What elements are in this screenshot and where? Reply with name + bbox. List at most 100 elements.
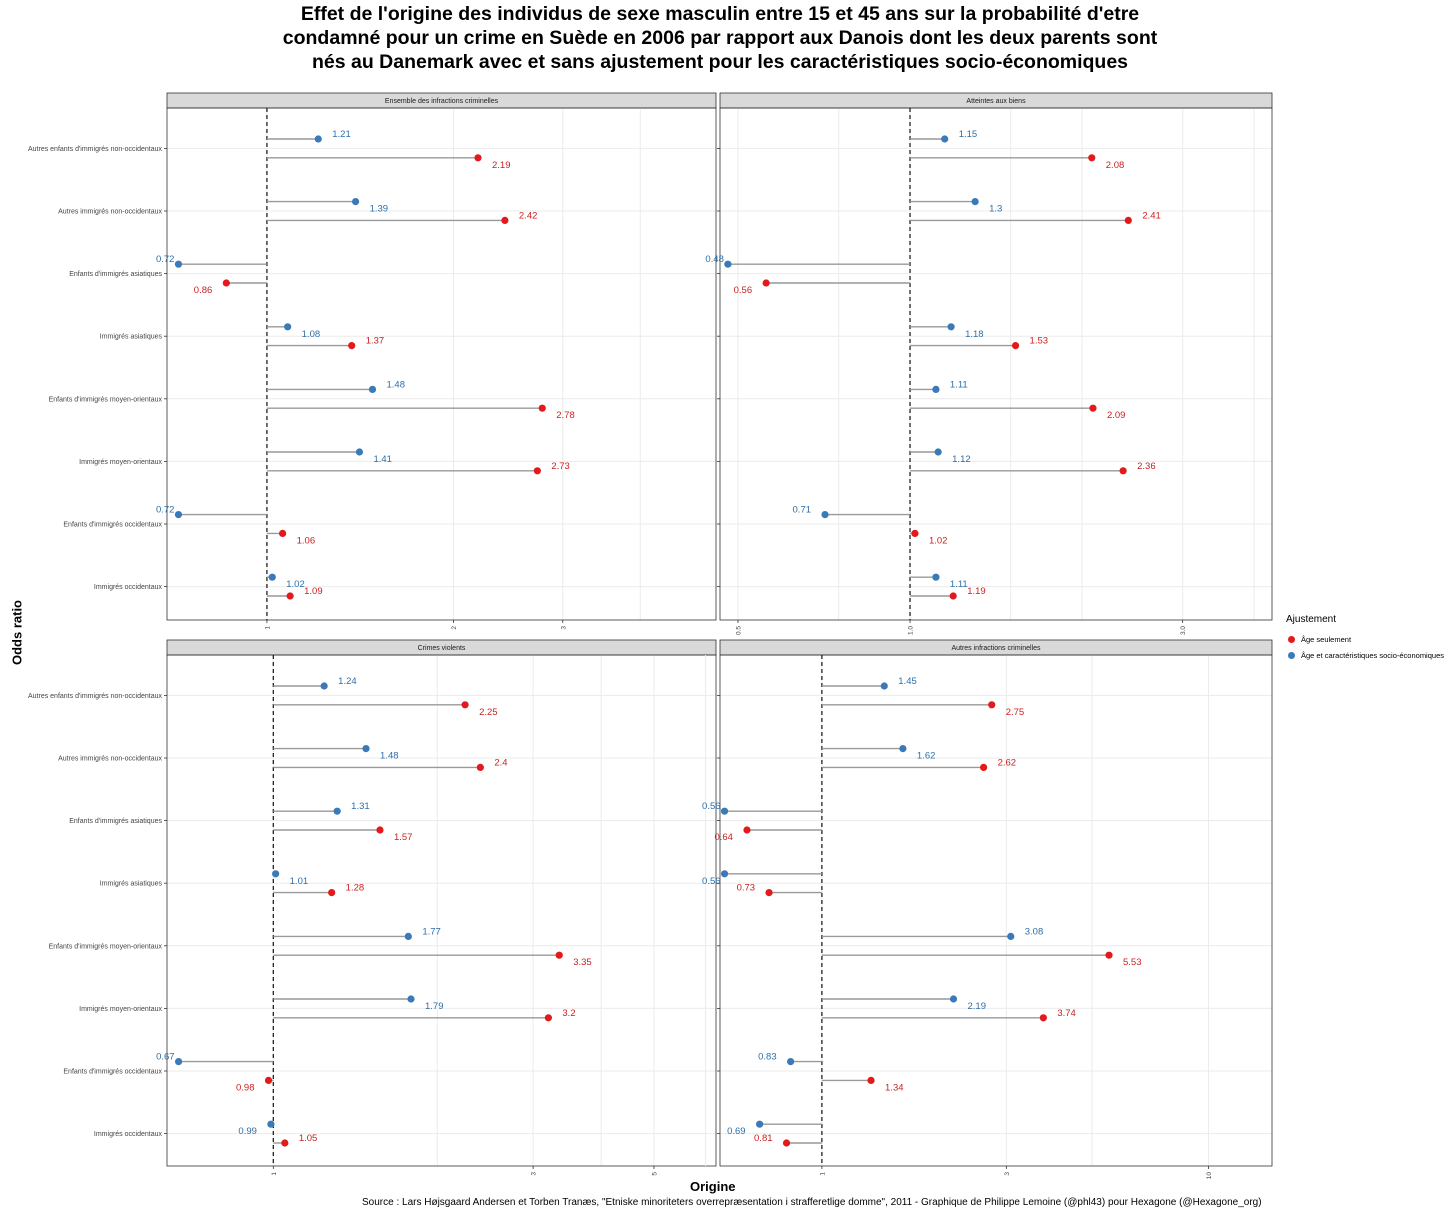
point-age — [474, 154, 482, 162]
point-age — [264, 1076, 273, 1084]
point-age — [980, 763, 988, 772]
data-label-socio: 1.18 — [965, 329, 984, 340]
point-age — [376, 826, 384, 834]
x-tick-label: 3.0 — [1180, 626, 1187, 635]
data-label-age: 2.09 — [1107, 410, 1126, 421]
y-axis-title: Odds ratio — [9, 600, 25, 666]
category-label: Enfants d'immigrés moyen-orientaux — [49, 396, 163, 403]
legend-item-age: Âge seulement — [1286, 631, 1444, 647]
point-age — [476, 763, 484, 772]
point-socio — [284, 323, 292, 331]
x-tick-label: 1 — [271, 1172, 278, 1176]
point-socio — [971, 198, 979, 206]
point-age — [544, 1014, 552, 1022]
data-label-socio: 0.56 — [702, 801, 721, 812]
point-socio — [267, 1120, 275, 1128]
point-age — [1011, 342, 1020, 350]
panel-strip-label: Crimes violents — [418, 645, 466, 652]
point-age — [328, 889, 336, 897]
point-age — [286, 592, 294, 600]
category-label: Enfants d'immigrés occidentaux — [63, 522, 162, 529]
data-label-age: 1.28 — [346, 883, 365, 894]
data-label-socio: 0.56 — [702, 876, 721, 887]
point-age — [1039, 1014, 1047, 1022]
point-socio — [314, 135, 322, 143]
point-age — [911, 529, 919, 538]
data-label-age: 0.56 — [734, 285, 753, 296]
data-label-socio: 1.24 — [338, 676, 357, 687]
legend-item-socio: Âge et caractéristiques socio-économique… — [1286, 647, 1444, 663]
data-label-socio: 0.83 — [758, 1052, 777, 1063]
data-label-age: 2.73 — [551, 461, 570, 472]
x-tick-label: 3 — [531, 1172, 538, 1176]
point-age — [743, 826, 751, 834]
x-tick-label: 1 — [819, 1172, 826, 1176]
point-age — [1089, 404, 1097, 412]
data-label-socio: 1.39 — [370, 204, 389, 215]
data-label-age: 2.4 — [494, 757, 507, 768]
x-tick-label: 1.0 — [908, 626, 915, 635]
data-label-age: 3.74 — [1057, 1008, 1076, 1019]
panel-1: Ensemble des infractions criminelles 1 2 3 A… — [28, 92, 717, 630]
point-age — [461, 701, 469, 709]
point-age — [538, 404, 546, 412]
data-label-socio: 0.72 — [156, 254, 175, 265]
data-label-socio: 0.67 — [156, 1052, 175, 1063]
panel-2: Atteintes aux biens 0.5 1.0 3.0 1.15 2.08 1.3 2… — [705, 92, 1273, 635]
data-label-socio: 1.48 — [380, 751, 399, 762]
point-age — [765, 889, 773, 897]
legend-label-socio: Âge et caractéristiques socio-économique… — [1301, 650, 1444, 660]
point-socio — [720, 807, 729, 815]
point-socio — [333, 807, 341, 815]
data-label-age: 1.02 — [929, 535, 948, 546]
data-label-socio: 1.77 — [422, 926, 441, 937]
panel-border — [166, 654, 717, 1167]
data-label-age: 0.98 — [236, 1082, 255, 1093]
category-label: Autres enfants d'immigrés non-occidentau… — [28, 693, 163, 700]
data-label-socio: 1.41 — [373, 454, 392, 465]
point-age — [762, 279, 770, 287]
x-tick-label: 5 — [651, 1172, 658, 1176]
category-label: Enfants d'immigrés asiatiques — [69, 818, 162, 825]
point-age — [501, 216, 509, 224]
data-label-age: 2.36 — [1137, 461, 1156, 472]
data-label-socio: 1.62 — [917, 751, 936, 762]
point-socio — [351, 198, 360, 206]
data-label-age: 1.34 — [885, 1082, 904, 1093]
data-label-age: 0.81 — [754, 1133, 773, 1144]
panel-strip-label: Atteintes aux biens — [966, 98, 1026, 105]
data-label-socio: 1.01 — [290, 876, 309, 887]
point-socio — [949, 995, 958, 1003]
point-age — [782, 1139, 791, 1147]
point-socio — [787, 1058, 795, 1066]
data-label-age: 2.62 — [998, 757, 1017, 768]
point-age — [1088, 154, 1096, 162]
data-label-socio: 1.11 — [950, 579, 968, 590]
category-label: Immigrés asiatiques — [100, 334, 163, 341]
legend: Ajustement Âge seulement Âge et caractér… — [1286, 614, 1444, 663]
category-label: Autres immigrés non-occidentaux — [58, 756, 162, 763]
point-socio — [821, 510, 829, 519]
point-age — [533, 467, 541, 475]
chart-title: Effet de l'origine des individus de sexe… — [282, 3, 1158, 73]
legend-key-socio — [1288, 651, 1295, 659]
data-label-socio: 1.12 — [952, 454, 971, 465]
point-socio — [404, 932, 412, 941]
data-label-age: 2.78 — [556, 410, 575, 421]
x-tick-label: 2 — [451, 626, 458, 630]
data-label-socio: 0.72 — [156, 505, 175, 516]
data-label-socio: 1.08 — [302, 329, 321, 340]
data-label-socio: 1.31 — [351, 801, 370, 812]
source-note: Source : Lars Højsgaard Andersen et Torb… — [362, 1197, 1262, 1208]
point-age — [281, 1139, 289, 1147]
data-label-socio: 1.45 — [898, 676, 917, 687]
category-label: Autres enfants d'immigrés non-occidentau… — [28, 146, 163, 153]
point-age — [348, 342, 356, 350]
data-label-socio: 1.02 — [286, 579, 305, 590]
category-label: Immigrés occidentaux — [94, 584, 163, 591]
data-label-socio: 1.15 — [959, 129, 978, 140]
data-label-age: 2.42 — [519, 210, 538, 221]
point-socio — [174, 1058, 183, 1066]
point-socio — [407, 995, 415, 1003]
